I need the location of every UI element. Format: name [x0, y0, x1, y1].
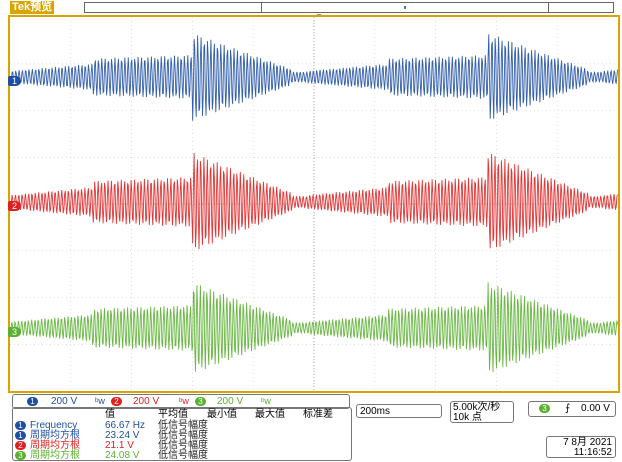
measurement-value: 24.08 V: [105, 450, 140, 461]
ch3-badge: 3: [15, 451, 26, 460]
ch2-bw-limit-icon: ᵇw: [179, 396, 189, 406]
timebase-readout[interactable]: 200ms: [356, 404, 442, 418]
ch3-ground-marker[interactable]: 3: [8, 327, 21, 337]
measurement-value: 23.24 V: [105, 430, 140, 441]
waveform-display[interactable]: [10, 17, 618, 391]
ch3-scale[interactable]: 200 V: [217, 396, 244, 407]
trigger-source-badge: 3: [539, 404, 550, 413]
ch2-badge[interactable]: 2: [111, 397, 122, 406]
trigger-level: 0.00 V: [581, 403, 610, 414]
measurement-row[interactable]: 2 周期均方根 21.1 V 低信号幅度: [13, 440, 351, 451]
header-value: 值: [105, 409, 115, 420]
vertical-scale-bar: 1 200 V ᵇw 2 200 V ᵇw 3 200 V ᵇw: [12, 394, 350, 409]
ch1-badge: 1: [15, 431, 26, 440]
ch2-scale[interactable]: 200 V: [133, 396, 160, 407]
measurement-status: 低信号幅度: [158, 420, 208, 431]
ch2-waveform: [10, 153, 618, 250]
measurement-table[interactable]: 值 平均值 最小值 最大值 标准差 1 Frequency 66.67 Hz 低…: [12, 407, 352, 461]
header-stddev: 标准差: [303, 409, 333, 420]
measurement-status: 低信号幅度: [158, 440, 208, 451]
record-position-bar[interactable]: [84, 2, 614, 13]
ch1-ground-marker[interactable]: 1: [8, 76, 21, 86]
date-time-readout: 7 8月 2021 11:16:52: [546, 436, 616, 458]
measurement-name: Frequency: [30, 420, 78, 431]
trigger-readout[interactable]: 3 ⨍ 0.00 V: [528, 401, 616, 417]
top-status-bar: Tek预览 ▼: [0, 0, 622, 21]
ch1-badge: 1: [15, 421, 26, 430]
ch2-marker-label: 2: [11, 201, 17, 211]
ch1-bw-limit-icon: ᵇw: [95, 396, 105, 406]
measurement-header-row: 值 平均值 最小值 最大值 标准差: [13, 409, 351, 420]
ch1-scale[interactable]: 200 V: [51, 396, 78, 407]
ch1-waveform: [10, 34, 618, 121]
measurement-name: 周期均方根: [30, 450, 80, 461]
rising-edge-icon: ⨍: [565, 403, 571, 414]
brand-label: Tek: [12, 1, 31, 13]
date-text: 7 8月 2021: [563, 437, 612, 448]
measurement-name: 周期均方根: [30, 430, 80, 441]
measurement-status: 低信号幅度: [158, 450, 208, 461]
waveforms: [10, 34, 618, 373]
measurement-name: 周期均方根: [30, 440, 80, 451]
ch2-badge: 2: [15, 441, 26, 450]
acq-mode-label: 预览: [30, 1, 53, 13]
record-view-window[interactable]: [261, 3, 549, 12]
ch3-waveform: [10, 282, 618, 373]
bottom-readout-panel: 1 200 V ᵇw 2 200 V ᵇw 3 200 V ᵇw 值 平均值 最…: [0, 393, 622, 462]
header-min: 最小值: [207, 409, 237, 420]
header-mean: 平均值: [158, 409, 188, 420]
header-max: 最大值: [255, 409, 285, 420]
time-text: 11:16:52: [573, 447, 612, 458]
measurement-row[interactable]: 1 Frequency 66.67 Hz 低信号幅度: [13, 420, 351, 431]
measurement-row[interactable]: 3 周期均方根 24.08 V 低信号幅度: [13, 450, 351, 461]
ch1-marker-label: 1: [11, 76, 17, 86]
tek-mode-label: Tek预览: [10, 1, 55, 14]
ch1-badge[interactable]: 1: [27, 397, 38, 406]
timebase-value: 200ms: [360, 406, 391, 417]
ch3-badge[interactable]: 3: [195, 397, 206, 406]
measurement-value: 21.1 V: [105, 440, 134, 451]
sample-rate: 5.00k次/秒: [453, 402, 501, 413]
ch3-marker-label: 3: [11, 327, 17, 337]
measurement-status: 低信号幅度: [158, 430, 208, 441]
record-length: 10k 点: [453, 412, 482, 423]
acquisition-readout[interactable]: 5.00k次/秒 10k 点: [450, 401, 514, 423]
record-center-mark: [404, 6, 406, 9]
measurement-row[interactable]: 1 周期均方根 23.24 V 低信号幅度: [13, 430, 351, 441]
ch3-bw-limit-icon: ᵇw: [261, 396, 271, 406]
ch2-ground-marker[interactable]: 2: [8, 201, 21, 211]
measurement-value: 66.67 Hz: [105, 420, 146, 431]
